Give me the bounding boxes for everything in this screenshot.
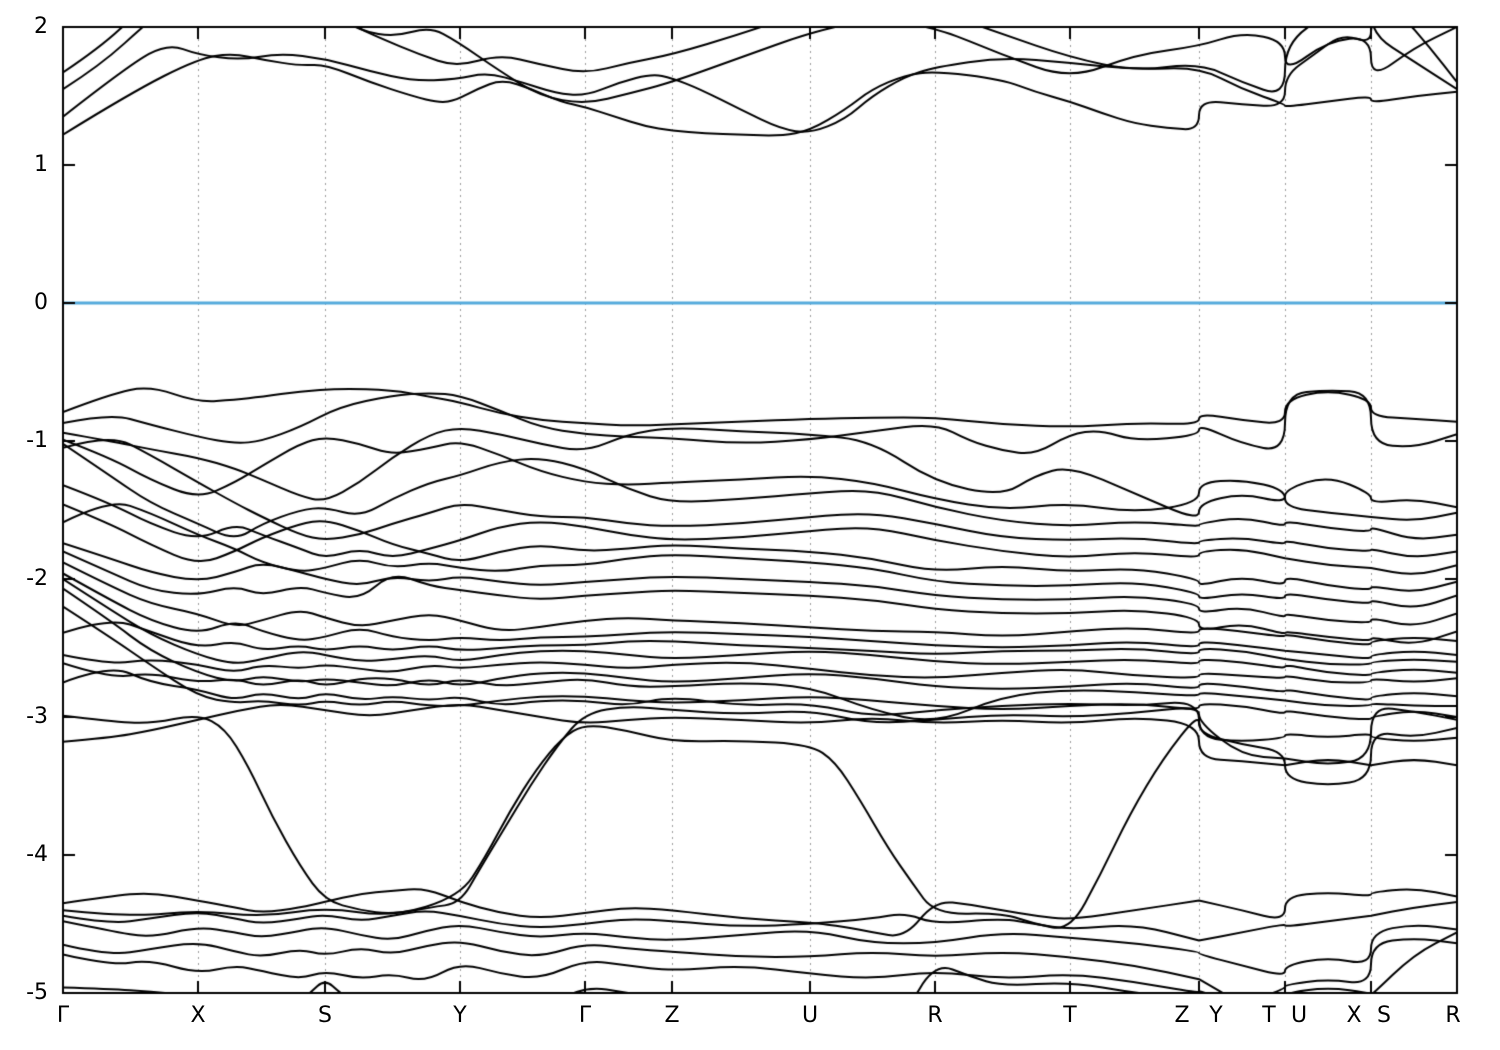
y-tick-label: 2: [34, 14, 48, 39]
x-tick-label: R: [927, 1003, 943, 1028]
x-tick-label: X: [1346, 1003, 1362, 1028]
x-tick-label: X: [190, 1003, 206, 1028]
x-tick-label: S: [1377, 1003, 1391, 1028]
x-tick-label: Γ: [56, 1003, 70, 1028]
y-tick-label: 1: [34, 152, 48, 177]
y-tick-label: 0: [34, 290, 48, 315]
y-tick-label: -4: [26, 842, 48, 867]
y-tick-label: -1: [26, 428, 48, 453]
y-tick-label: -5: [26, 980, 48, 1005]
x-tick-label: U: [1290, 1003, 1308, 1028]
x-tick-label: Z: [1174, 1003, 1190, 1028]
x-tick-label: Y: [1209, 1003, 1223, 1028]
x-tick-label: R: [1445, 1003, 1461, 1028]
x-tick-label: S: [318, 1003, 332, 1028]
x-tick-label: T: [1262, 1003, 1276, 1028]
x-tick-label: T: [1063, 1003, 1077, 1028]
x-tick-label: U: [801, 1003, 819, 1028]
x-tick-label: Γ: [578, 1003, 592, 1028]
y-tick-label: -2: [26, 566, 48, 591]
x-tick-label: Z: [664, 1003, 680, 1028]
y-tick-label: -3: [26, 704, 48, 729]
x-tick-label: Y: [453, 1003, 467, 1028]
